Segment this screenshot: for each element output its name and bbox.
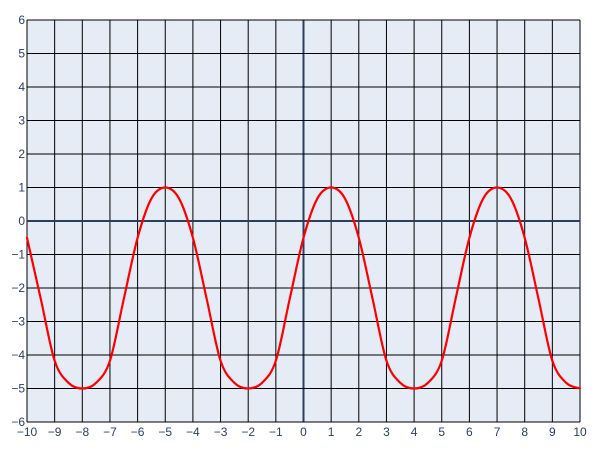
x-axis-ticks: −10 −9 −8 −7 −6 −5 −4 −3 −2 −1 0 1 2 3 4 5 6 7 8 9 10 — [17, 425, 587, 439]
x-tick-label: −6 — [131, 425, 145, 439]
y-tick-label: −1 — [11, 248, 25, 262]
x-tick-label: −5 — [158, 425, 172, 439]
x-tick-label: 0 — [300, 425, 307, 439]
y-tick-label: −3 — [11, 315, 25, 329]
x-tick-label: 8 — [521, 425, 528, 439]
y-tick-label: 1 — [18, 181, 25, 195]
x-tick-label: 5 — [438, 425, 445, 439]
series-curve — [25, 186, 582, 390]
x-tick-label: −8 — [75, 425, 89, 439]
y-tick-label: −5 — [11, 382, 25, 396]
y-tick-label: −6 — [11, 415, 25, 429]
x-tick-label: 2 — [355, 425, 362, 439]
y-tick-label: 0 — [18, 214, 25, 228]
y-tick-label: 2 — [18, 147, 25, 161]
x-tick-label: 6 — [466, 425, 473, 439]
x-tick-label: −3 — [214, 425, 228, 439]
y-tick-label: −4 — [11, 348, 25, 362]
x-tick-label: −7 — [103, 425, 117, 439]
y-tick-label: 5 — [18, 47, 25, 61]
x-tick-label: 10 — [573, 425, 587, 439]
curve-layer — [25, 186, 582, 390]
y-axis-ticks: −6 −5 −4 −3 −2 −1 0 1 2 3 4 5 6 — [11, 13, 25, 429]
x-tick-label: −9 — [48, 425, 62, 439]
x-tick-label: −1 — [269, 425, 283, 439]
x-tick-label: 7 — [494, 425, 501, 439]
x-tick-label: 1 — [328, 425, 335, 439]
grid — [26, 19, 581, 423]
y-tick-label: 3 — [18, 114, 25, 128]
x-tick-label: 3 — [383, 425, 390, 439]
x-tick-label: 9 — [549, 425, 556, 439]
y-tick-label: −2 — [11, 281, 25, 295]
x-tick-label: −4 — [186, 425, 200, 439]
y-tick-label: 6 — [18, 13, 25, 27]
x-tick-label: 4 — [411, 425, 418, 439]
x-tick-label: −10 — [17, 425, 38, 439]
y-tick-label: 4 — [18, 80, 25, 94]
x-tick-label: −2 — [241, 425, 255, 439]
